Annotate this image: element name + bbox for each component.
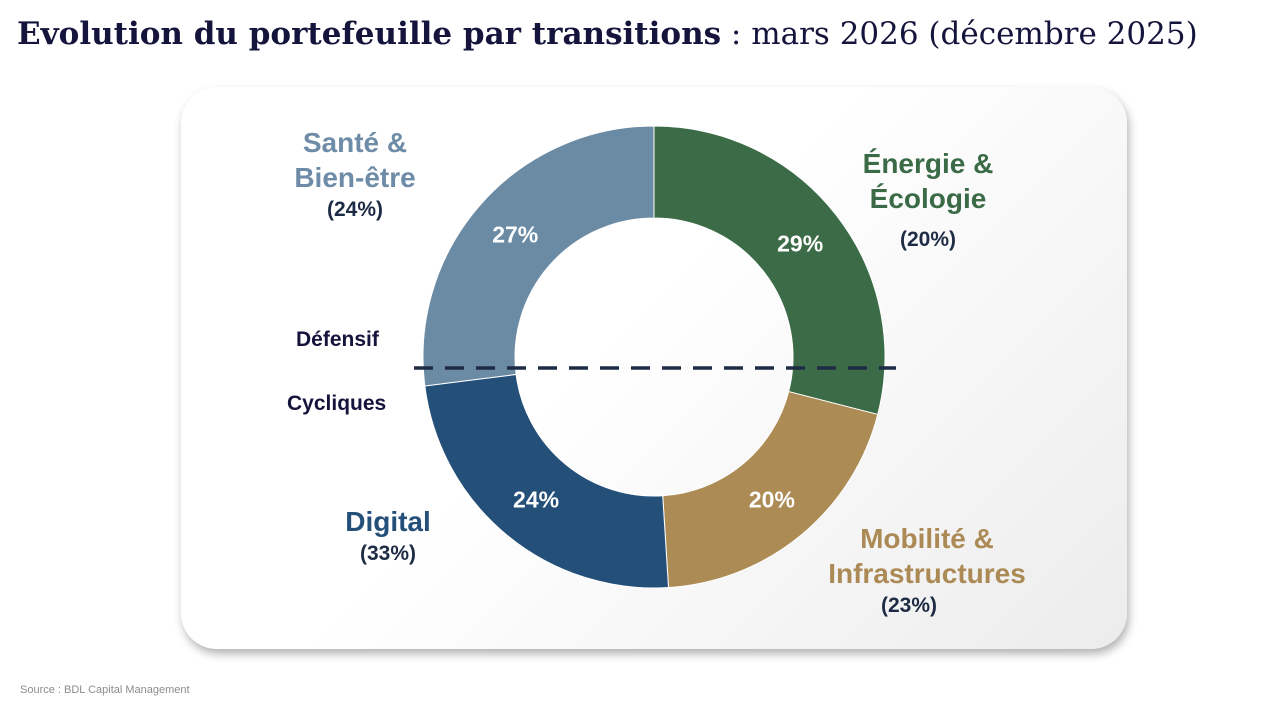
title-rest: : mars 2026 (décembre 2025) bbox=[721, 16, 1198, 52]
slice-label-sante-bien-etre: 27% bbox=[492, 222, 538, 248]
divider-label-defensif: Défensif bbox=[296, 328, 379, 351]
divider-label-cycliques: Cycliques bbox=[287, 392, 387, 415]
legend-sante-name-1: Santé & bbox=[302, 127, 408, 158]
legend-sante-previous: (24%) bbox=[326, 198, 384, 221]
page-title: Evolution du portefeuille par transition… bbox=[17, 12, 1198, 56]
legend-mobilite-name-1: Mobilité & bbox=[860, 523, 994, 554]
legend-digital: Digital (33%) bbox=[300, 504, 476, 569]
legend-mobilite-name-2: Infrastructures bbox=[828, 558, 1026, 589]
legend-energie-name-1: Énergie & bbox=[862, 148, 994, 179]
slice-sante-bien-etre bbox=[422, 125, 655, 387]
slice-mobilite-infrastructures bbox=[662, 390, 879, 589]
legend-mobilite: Mobilité & Infrastructures (23%) bbox=[812, 521, 1042, 621]
legend-energie-previous: (20%) bbox=[899, 228, 957, 251]
source-note: Source : BDL Capital Management bbox=[20, 684, 190, 696]
legend-digital-previous: (33%) bbox=[359, 542, 417, 565]
legend-sante: Santé & Bien-être (24%) bbox=[255, 125, 455, 225]
legend-mobilite-previous: (23%) bbox=[880, 594, 938, 617]
legend-sante-name-2: Bien-être bbox=[294, 162, 416, 193]
slice-label-digital: 24% bbox=[513, 487, 559, 513]
title-bold: Evolution du portefeuille par transition… bbox=[17, 16, 722, 52]
slice-label-energie-ecologie: 29% bbox=[777, 231, 823, 257]
slice-digital bbox=[424, 373, 670, 589]
slice-label-mobilite-infrastructures: 20% bbox=[749, 487, 795, 513]
legend-digital-name: Digital bbox=[345, 506, 431, 537]
slice-energie-ecologie bbox=[653, 125, 886, 416]
legend-energie-name-2: Écologie bbox=[869, 183, 987, 214]
legend-energie: Énergie & Écologie (20%) bbox=[818, 146, 1038, 255]
